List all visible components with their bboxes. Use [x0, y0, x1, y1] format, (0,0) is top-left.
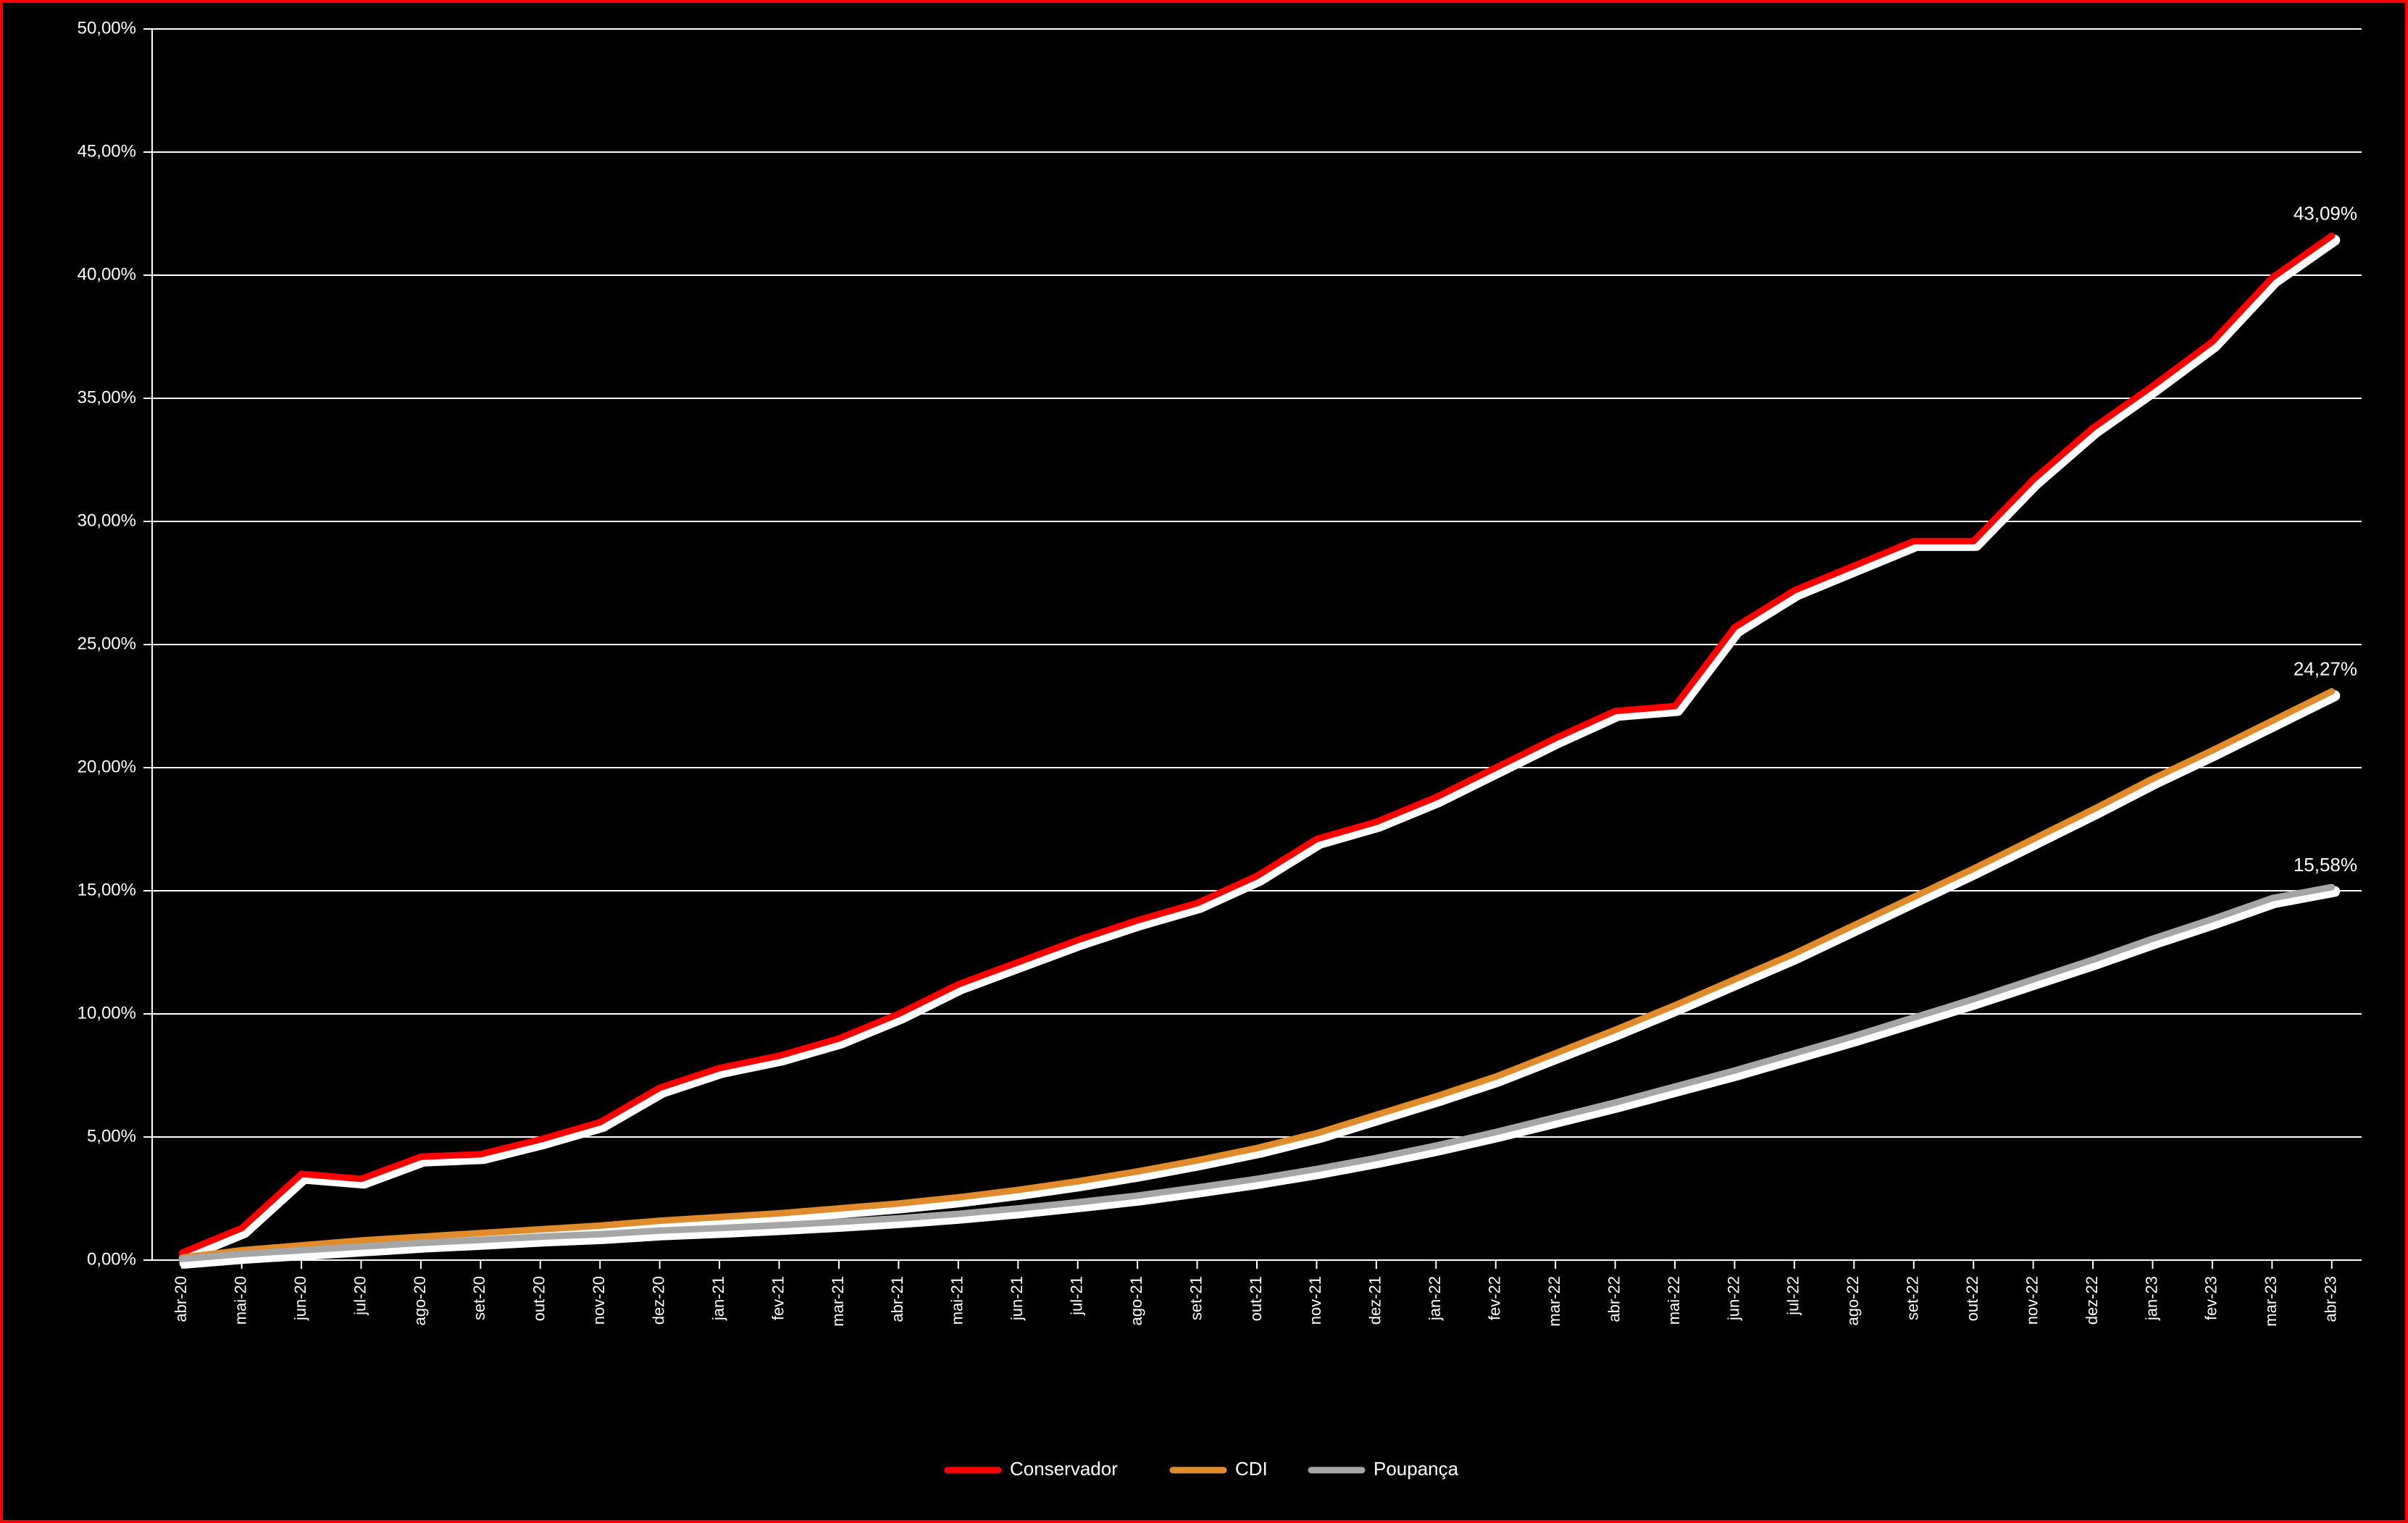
series-end-label: 43,09%: [2294, 203, 2357, 225]
x-tick-label: jul-22: [1784, 1276, 1802, 1316]
x-tick-label: dez-21: [1366, 1276, 1384, 1325]
x-tick-label: out-21: [1247, 1276, 1265, 1321]
y-tick-label: 45,00%: [78, 141, 136, 161]
x-tick-label: set-21: [1187, 1276, 1205, 1320]
x-tick-label: ago-22: [1844, 1276, 1862, 1326]
x-tick-label: set-22: [1904, 1276, 1922, 1320]
x-tick-label: fev-23: [2202, 1276, 2220, 1320]
x-tick-label: jun-22: [1724, 1276, 1742, 1321]
x-tick-label: mai-20: [231, 1276, 249, 1325]
x-tick-label: fev-21: [769, 1276, 787, 1320]
line-chart: 0,00% 5,00% 10,00% 15,00% 20,00% 25,00% 30,00%…: [0, 0, 2408, 1523]
series-end-label: 15,58%: [2294, 854, 2357, 876]
x-tick-label: mai-21: [948, 1276, 966, 1325]
x-tick-label: abr-21: [888, 1276, 906, 1322]
x-tick-label: abr-20: [172, 1276, 190, 1322]
y-tick-label: 15,00%: [78, 880, 136, 899]
y-tick-label: 25,00%: [78, 634, 136, 653]
x-tick-label: mar-23: [2262, 1276, 2280, 1327]
x-tick-label: jul-21: [1068, 1276, 1086, 1316]
x-tick-label: jun-21: [1008, 1276, 1026, 1321]
x-tick-label: mar-22: [1545, 1276, 1563, 1327]
x-tick-label: out-20: [530, 1276, 548, 1321]
y-tick-label: 20,00%: [78, 757, 136, 776]
x-tick-label: abr-23: [2322, 1276, 2340, 1322]
x-tick-label: nov-22: [2023, 1276, 2041, 1325]
x-tick-label: jul-20: [351, 1276, 369, 1316]
x-tick-label: nov-20: [590, 1276, 608, 1325]
y-tick-label: 30,00%: [78, 511, 136, 530]
series-end-label: 24,27%: [2294, 658, 2357, 680]
legend-label: CDI: [1235, 1458, 1268, 1480]
x-tick-label: mar-21: [829, 1276, 847, 1327]
y-tick-label: 5,00%: [87, 1126, 136, 1146]
x-tick-label: ago-20: [411, 1276, 429, 1326]
x-tick-label: jan-21: [709, 1276, 727, 1321]
legend-label: Conservador: [1010, 1458, 1118, 1480]
x-tick-label: mai-22: [1665, 1276, 1683, 1325]
x-tick-label: set-20: [470, 1276, 488, 1320]
x-tick-label: abr-22: [1605, 1276, 1623, 1322]
x-tick-label: fev-22: [1486, 1276, 1504, 1320]
chart-container: 0,00% 5,00% 10,00% 15,00% 20,00% 25,00% 30,00%…: [0, 0, 2408, 1523]
x-tick-label: jun-20: [291, 1276, 309, 1321]
x-tick-label: dez-22: [2083, 1276, 2101, 1325]
x-tick-label: out-22: [1963, 1276, 1981, 1321]
x-tick-label: jan-23: [2142, 1276, 2160, 1321]
x-tick-label: dez-20: [649, 1276, 667, 1325]
y-tick-label: 0,00%: [87, 1249, 136, 1269]
y-tick-label: 40,00%: [78, 264, 136, 284]
x-tick-label: jan-22: [1426, 1276, 1444, 1321]
y-tick-label: 35,00%: [78, 387, 136, 407]
y-tick-label: 50,00%: [78, 18, 136, 38]
y-tick-label: 10,00%: [78, 1003, 136, 1023]
legend-label: Poupança: [1374, 1458, 1459, 1480]
x-tick-label: ago-21: [1127, 1276, 1145, 1326]
x-tick-label: nov-21: [1306, 1276, 1324, 1325]
